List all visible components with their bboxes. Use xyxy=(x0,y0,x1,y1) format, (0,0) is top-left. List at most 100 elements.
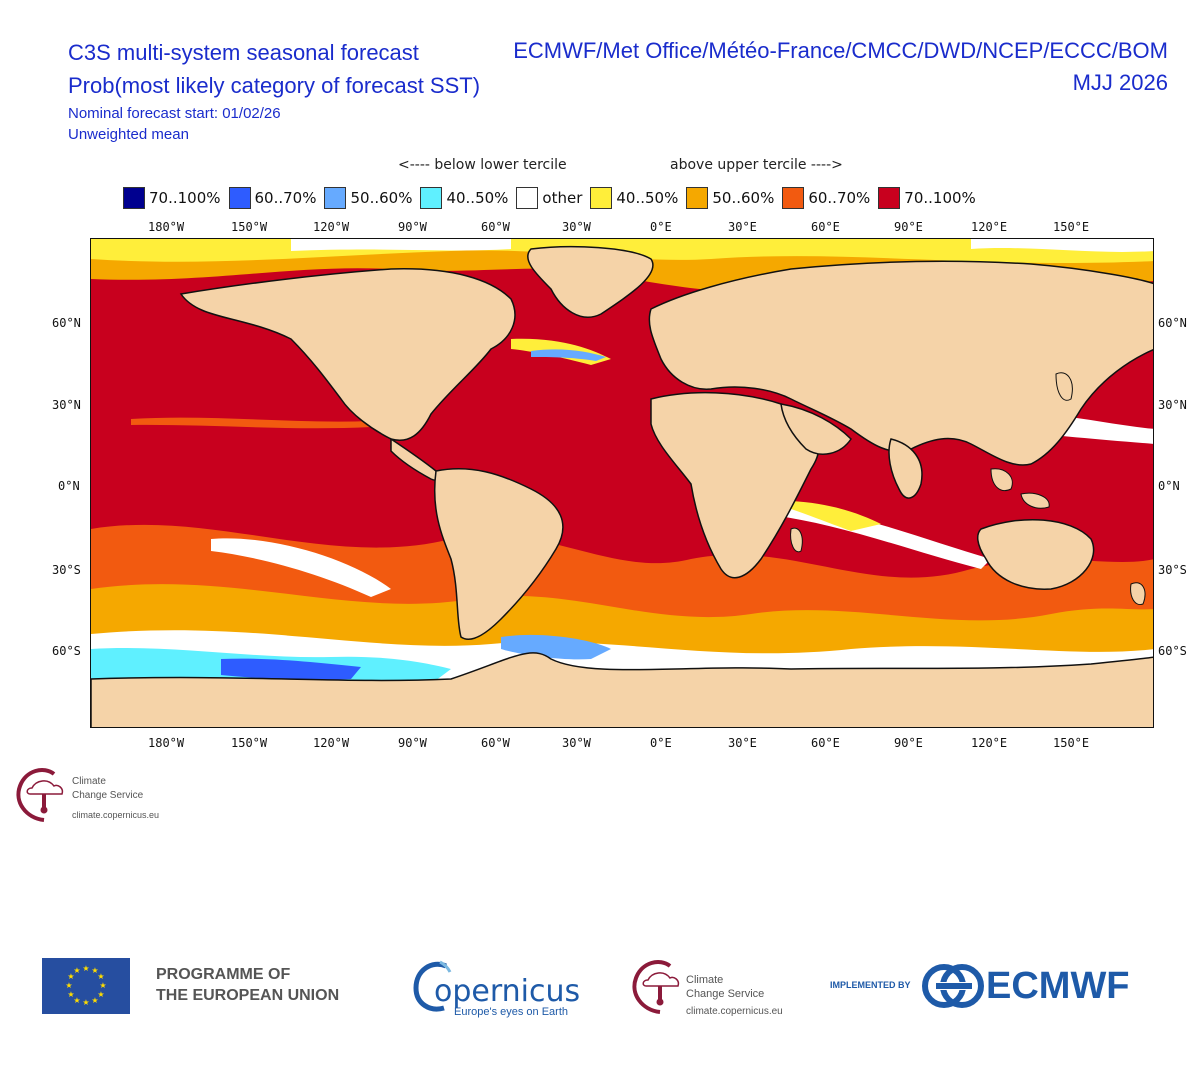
antarctic-cool-region xyxy=(221,658,361,680)
svg-text:★: ★ xyxy=(67,972,74,981)
legend-label: 60..70% xyxy=(254,189,317,207)
lat-tick: 0°N xyxy=(1158,479,1180,493)
land-arabia xyxy=(780,403,852,455)
land-africa xyxy=(650,391,820,579)
lon-tick: 90°W xyxy=(398,220,427,234)
lon-tick: 120°E xyxy=(971,736,1008,750)
lon-tick: 90°E xyxy=(894,736,923,750)
arctic-neutral-region xyxy=(971,239,1153,252)
land-antarctica xyxy=(91,652,1153,727)
legend-label: 50..60% xyxy=(712,189,775,207)
lon-tick: 30°W xyxy=(562,220,591,234)
land-greenland xyxy=(527,245,654,318)
copernicus-wordmark: opernicus xyxy=(434,974,581,1009)
land-island xyxy=(1020,492,1050,509)
legend: 70..100% 60..70% 50..60% 40..50% other 4… xyxy=(123,187,984,209)
legend-swatch xyxy=(878,187,901,209)
svg-text:★: ★ xyxy=(65,981,72,990)
lon-ticks-top: 180°W 150°W 120°W 90°W 60°W 30°W 0°E 30°… xyxy=(0,220,1200,236)
lon-tick: 150°W xyxy=(231,220,268,234)
legend-label: 40..50% xyxy=(616,189,679,207)
lon-tick: 30°E xyxy=(728,736,757,750)
c3s-url: climate.copernicus.eu xyxy=(686,1006,783,1017)
legend-label: 60..70% xyxy=(808,189,871,207)
lat-tick: 30°S xyxy=(1158,563,1187,577)
svg-text:★: ★ xyxy=(97,990,104,999)
lon-tick: 90°E xyxy=(894,220,923,234)
c3s-logo-small: Climate Change Service climate.copernicu… xyxy=(14,764,214,828)
lon-tick: 120°W xyxy=(313,736,350,750)
eu-stars-icon: ★ ★★ ★★★ ★★★ ★★★ xyxy=(65,964,106,1007)
lon-tick: 120°E xyxy=(971,220,1008,234)
warm-streak xyxy=(791,501,881,531)
lon-tick: 150°W xyxy=(231,736,268,750)
legend-item: other xyxy=(516,187,582,209)
legend-item: 40..50% xyxy=(420,187,508,209)
lon-ticks-bottom: 180°W 150°W 120°W 90°W 60°W 30°W 0°E 30°… xyxy=(0,736,1200,752)
legend-swatch xyxy=(686,187,709,209)
lon-tick: 60°E xyxy=(811,220,840,234)
ecmwf-wordmark: ECMWF xyxy=(986,965,1130,1007)
c3s-name-line1: Climate xyxy=(72,776,106,787)
season-label: MJJ 2026 xyxy=(1072,70,1168,95)
lat-tick: 0°N xyxy=(58,479,80,493)
forecast-start: Nominal forecast start: 01/02/26 xyxy=(68,105,281,122)
lat-tick: 60°N xyxy=(52,316,81,330)
land-north-america xyxy=(179,268,516,441)
implemented-by-label: IMPLEMENTED BY xyxy=(830,980,911,990)
c3s-emblem-icon xyxy=(632,960,680,1014)
lon-tick: 0°E xyxy=(650,220,672,234)
land-australia xyxy=(976,518,1095,590)
svg-text:★: ★ xyxy=(73,996,80,1005)
warm-streak xyxy=(131,417,371,429)
legend-swatch xyxy=(228,187,251,209)
lon-tick: 60°W xyxy=(481,736,510,750)
legend-label: 70..100% xyxy=(149,189,221,207)
eu-programme-line1: PROGRAMME OF xyxy=(156,966,291,983)
legend-swatch xyxy=(324,187,347,209)
lon-tick: 180°W xyxy=(148,220,185,234)
legend-label: 50..60% xyxy=(350,189,413,207)
land-india xyxy=(888,438,923,499)
above-tercile-label: above upper tercile ----> xyxy=(670,157,843,173)
svg-text:★: ★ xyxy=(91,996,98,1005)
eu-flag: ★ ★ ★ ★ ★ ★ ★ ★ ★ ★ ★ ★ xyxy=(42,958,130,1014)
lon-tick: 30°W xyxy=(562,736,591,750)
c3s-emblem-icon xyxy=(16,768,64,822)
land-madagascar xyxy=(790,527,803,553)
cool-streak xyxy=(531,349,606,361)
legend-item: 70..100% xyxy=(123,187,221,209)
lat-tick: 30°N xyxy=(52,398,81,412)
chart-subtitle: Prob(most likely category of forecast SS… xyxy=(68,73,481,98)
eu-programme-line2: THE EUROPEAN UNION xyxy=(156,987,340,1004)
mean-type: Unweighted mean xyxy=(68,126,189,143)
legend-label: 40..50% xyxy=(446,189,509,207)
c3s-url: climate.copernicus.eu xyxy=(72,810,160,820)
lon-tick: 90°W xyxy=(398,736,427,750)
lon-tick: 0°E xyxy=(650,736,672,750)
svg-text:★: ★ xyxy=(73,966,80,975)
legend-item: 60..70% xyxy=(782,187,870,209)
copernicus-logo: opernicus Europe's eyes on Earth xyxy=(412,958,592,1020)
legend-swatch xyxy=(123,187,145,209)
svg-text:★: ★ xyxy=(91,966,98,975)
legend-item: 60..70% xyxy=(228,187,317,209)
land-japan xyxy=(1055,372,1073,401)
legend-label: other xyxy=(542,189,583,207)
svg-text:★: ★ xyxy=(97,972,104,981)
legend-swatch xyxy=(516,187,539,209)
lat-tick: 30°N xyxy=(1158,398,1187,412)
below-tercile-label: <---- below lower tercile xyxy=(398,157,567,173)
lon-tick: 150°E xyxy=(1053,220,1090,234)
lon-tick: 60°E xyxy=(811,736,840,750)
legend-item: 50..60% xyxy=(686,187,774,209)
lon-tick: 60°W xyxy=(481,220,510,234)
lat-tick: 60°S xyxy=(52,644,81,658)
c3s-name-line2: Change Service xyxy=(72,790,144,801)
lat-tick: 60°N xyxy=(1158,316,1187,330)
lat-tick: 30°S xyxy=(52,563,81,577)
legend-swatch xyxy=(782,187,805,209)
legend-swatch xyxy=(590,187,613,209)
c3s-name-line2: Change Service xyxy=(686,988,765,1000)
land-eurasia xyxy=(648,260,1153,466)
